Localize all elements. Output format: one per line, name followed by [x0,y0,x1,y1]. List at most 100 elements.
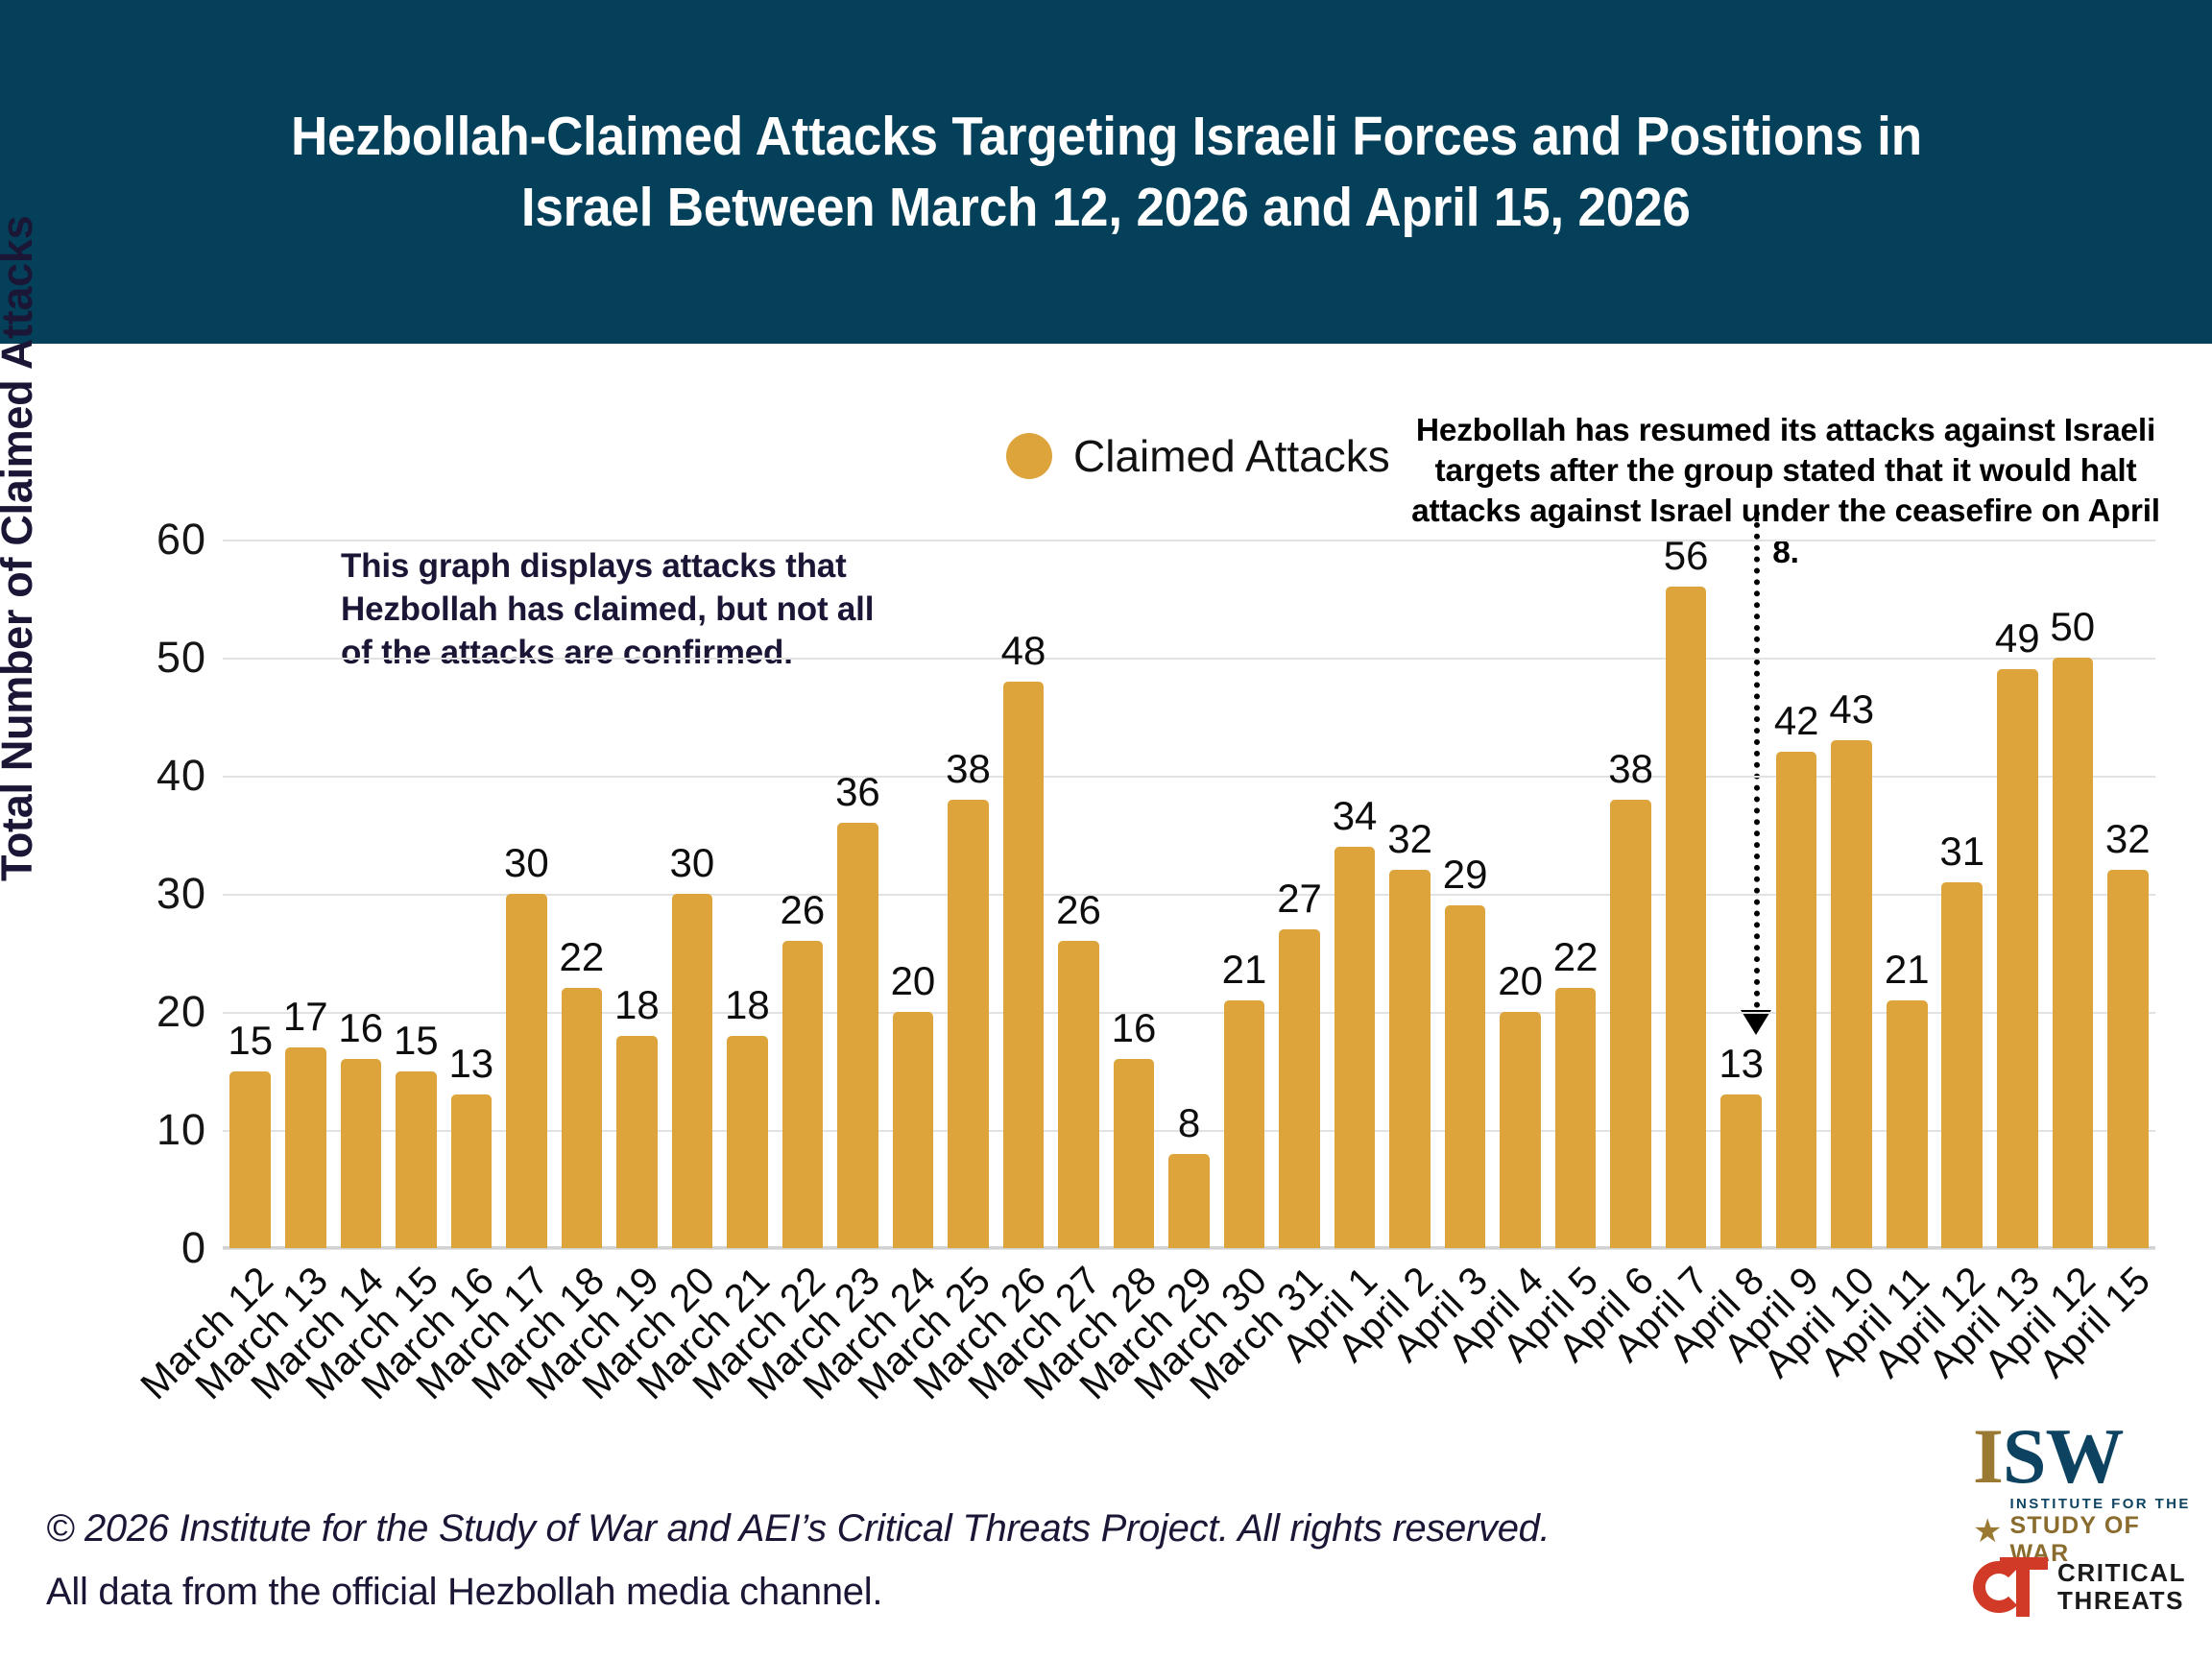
bar-value-label: 20 [890,958,936,1003]
bar[interactable]: 32 [1387,816,1432,1248]
bar-slot: 48 [996,540,1051,1248]
isw-letters-sw: SW [2002,1412,2125,1500]
gridline [223,1248,2155,1250]
bar[interactable]: 32 [2105,816,2151,1248]
bar[interactable]: 36 [835,769,880,1248]
bar[interactable]: 49 [1995,615,2040,1248]
annotation-pointer-arrow-icon [1741,1010,1771,1035]
bar-value-label: 38 [946,745,991,791]
bar[interactable]: 18 [725,982,770,1248]
x-axis-labels: March 12 March 13 March 14 March 15 March 16… [132,1252,2159,1540]
gridline [223,1012,2155,1014]
bar[interactable]: 8 [1168,1100,1210,1248]
chart-legend: Claimed Attacks [1006,430,1390,482]
legend-marker-icon [1006,433,1052,479]
bar-value-label: 22 [559,934,605,980]
gridline [223,540,2155,541]
bar-value-label: 56 [1663,533,1709,579]
bar[interactable]: 38 [946,746,991,1248]
bar-slot: 21 [1879,540,1935,1248]
bar[interactable]: 16 [338,1005,383,1248]
bar-value-label: 29 [1442,852,1488,898]
bar[interactable]: 38 [1608,746,1653,1248]
bar[interactable]: 13 [1719,1041,1764,1248]
bar[interactable]: 29 [1443,852,1487,1248]
bar[interactable]: 22 [559,934,604,1248]
bar[interactable]: 21 [1885,947,1930,1248]
y-axis-tick-label: 0 [180,1223,206,1272]
bar[interactable]: 34 [1333,793,1377,1248]
bar[interactable]: 20 [1498,958,1543,1248]
bar[interactable]: 20 [891,958,935,1248]
isw-logo: ISW ★ INSTITUTE FOR THE STUDY OF WAR [1973,1417,2194,1568]
bar-slot: 20 [885,540,941,1248]
gridline [223,658,2155,660]
y-axis-title: Total Number of Claimed Attacks [0,215,41,881]
bar[interactable]: 42 [1774,698,1819,1248]
isw-letter-i: I [1973,1412,2004,1500]
y-axis-tick-label: 10 [156,1105,206,1154]
footer-copyright: © 2026 Institute for the Study of War an… [46,1507,1551,1550]
bar-value-label: 36 [835,769,880,815]
bar-value-label: 21 [1221,946,1267,992]
bar-slot: 21 [1216,540,1272,1248]
page-header: Hezbollah-Claimed Attacks Targeting Isra… [0,0,2212,344]
bar[interactable]: 22 [1553,934,1598,1248]
star-icon: ★ [1973,1513,2003,1551]
bar-value-label: 43 [1829,686,1875,733]
bar-slot: 43 [1824,540,1880,1248]
bar-slot: 30 [499,540,555,1248]
bar-slot: 17 [278,540,334,1248]
bar-slot: 22 [1548,540,1603,1248]
bar-slot: 8 [1162,540,1217,1248]
bar-slot: 15 [389,540,445,1248]
bar-slot: 27 [1272,540,1328,1248]
bar[interactable]: 21 [1222,947,1266,1248]
bar[interactable]: 30 [670,840,714,1248]
bar[interactable]: 43 [1829,686,1874,1248]
bar[interactable]: 17 [283,994,328,1248]
y-axis-tick-label: 40 [156,751,206,800]
bar[interactable]: 26 [781,887,825,1248]
bar[interactable]: 50 [2050,604,2095,1248]
ct-monogram-icon [1973,1557,2048,1617]
bar[interactable]: 30 [504,840,549,1248]
chart-area: Total Number of Claimed Attacks 0 10 20 30 4… [0,216,2212,1659]
bar-value-label: 30 [669,840,715,885]
bar[interactable]: 13 [448,1041,493,1248]
bar-value-label: 49 [1994,615,2040,661]
annotation-left-note: This graph displays attacks that Hezboll… [341,547,875,671]
bar[interactable]: 15 [394,1018,439,1248]
annotation-right-note: Hezbollah has resumed its attacks agains… [1411,413,2160,570]
bar[interactable]: 48 [1001,628,1046,1248]
isw-wordmark: ISW [1973,1417,2194,1496]
bar-value-label: 22 [1552,934,1599,980]
bar[interactable]: 15 [228,1018,273,1248]
page-title-line1: Hezbollah-Claimed Attacks Targeting Isra… [290,105,1922,167]
y-axis-tick-label: 30 [156,869,206,918]
bar[interactable]: 31 [1939,829,1984,1248]
bar-slot: 16 [333,540,389,1248]
bar-value-label: 32 [2104,816,2151,862]
bar[interactable]: 18 [614,982,660,1248]
bar-value-label: 48 [1000,627,1046,673]
bar-value-label: 30 [503,840,549,885]
gridline [223,1130,2155,1132]
bar-slot: 36 [830,540,886,1248]
bar-slot: 32 [2101,540,2156,1248]
bar[interactable]: 56 [1664,533,1709,1248]
bar[interactable]: 16 [1112,1005,1156,1248]
bar[interactable]: 27 [1277,876,1322,1248]
bar-slot: 32 [1382,540,1438,1248]
bar-slot: 49 [1990,540,2046,1248]
bar-value-label: 38 [1608,745,1653,791]
bar-slot: 38 [1603,540,1659,1248]
bar-value-label: 18 [725,981,770,1027]
bar-value-label: 13 [448,1041,494,1087]
bar[interactable]: 26 [1056,887,1101,1248]
bar-slot: 50 [2045,540,2101,1248]
bar-slot: 42 [1768,540,1824,1248]
ct-word-line2: THREATS [2057,1586,2185,1615]
bar-value-label: 34 [1332,792,1378,838]
